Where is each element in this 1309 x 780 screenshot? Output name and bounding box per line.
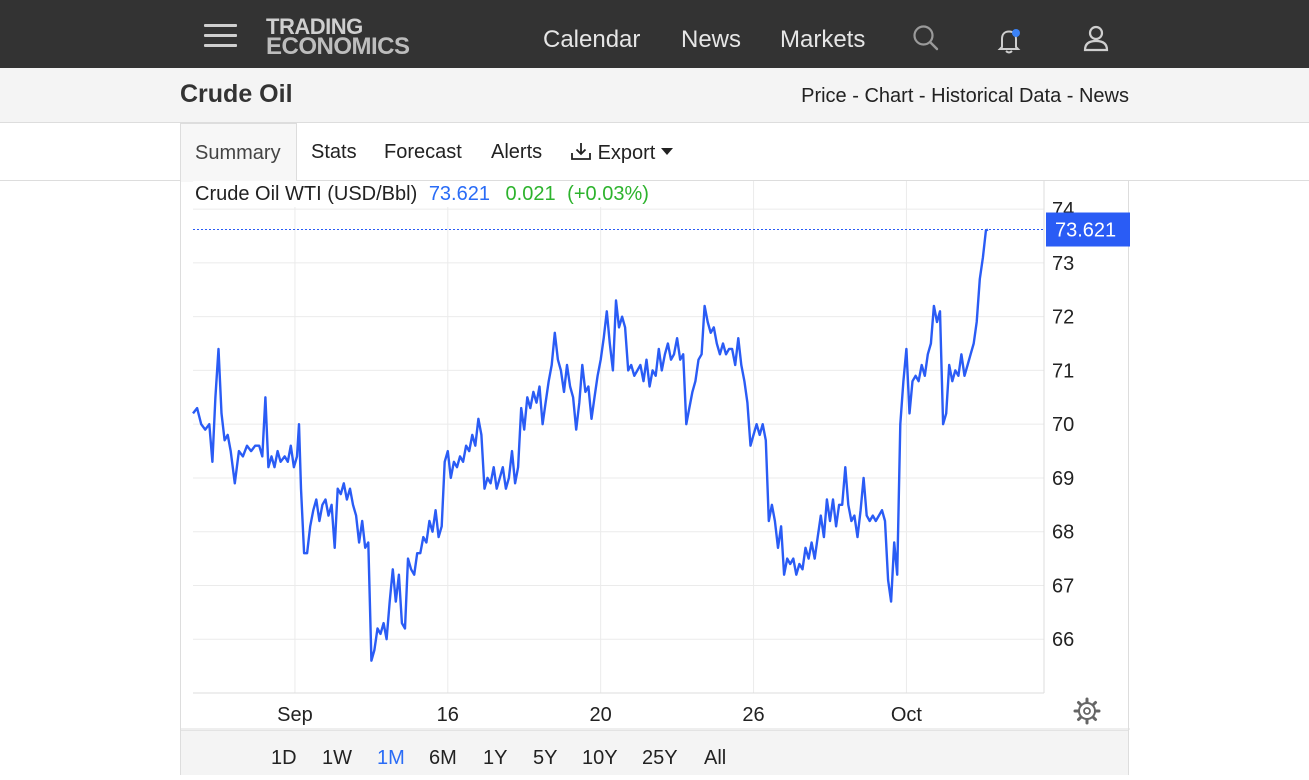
- gear-icon[interactable]: [1073, 697, 1101, 725]
- tab-summary-label: Summary: [195, 142, 281, 164]
- tab-summary[interactable]: Summary: [180, 123, 297, 182]
- nav-calendar[interactable]: Calendar: [543, 26, 641, 53]
- y-tick-label: 66: [1052, 629, 1074, 651]
- range-all[interactable]: All: [704, 747, 727, 769]
- last-price-label: 73.621: [1046, 212, 1130, 247]
- y-tick-label: 67: [1052, 575, 1074, 597]
- svg-text:Crude Oil WTI (USD/Bbl): Crude Oil WTI (USD/Bbl) 73.621 0.021 (+0…: [195, 183, 649, 205]
- crumb-price[interactable]: Price: [801, 85, 847, 107]
- y-tick-label: 71: [1052, 360, 1074, 382]
- svg-text:73.621: 73.621: [1055, 220, 1116, 242]
- page-title: Crude Oil: [180, 80, 293, 108]
- tab-alerts[interactable]: Alerts: [491, 141, 543, 163]
- series-line: [192, 228, 989, 662]
- crumb-separator: -: [913, 85, 932, 107]
- tab-export-label: Export: [597, 142, 656, 164]
- search-icon[interactable]: [912, 24, 940, 57]
- y-tick-label: 73: [1052, 253, 1074, 275]
- x-tick-label: Sep: [277, 704, 313, 726]
- download-icon: [571, 143, 591, 160]
- range-1d[interactable]: 1D: [271, 747, 297, 769]
- tab-stats[interactable]: Stats: [311, 141, 357, 163]
- breadcrumb: Price - Chart - Historical Data - News: [801, 85, 1129, 108]
- range-1m[interactable]: 1M: [377, 747, 405, 769]
- x-tick-label: 16: [437, 704, 459, 726]
- tab-export[interactable]: Export: [570, 141, 673, 165]
- quote-change: 0.021: [506, 183, 556, 205]
- range-5y[interactable]: 5Y: [533, 747, 558, 769]
- user-icon[interactable]: [1082, 24, 1110, 57]
- y-tick-label: 68: [1052, 522, 1074, 544]
- quote-change-pct: (+0.03%): [567, 183, 649, 205]
- crumb-news[interactable]: News: [1078, 85, 1129, 107]
- range-1w[interactable]: 1W: [322, 747, 352, 769]
- x-tick-label: Oct: [891, 704, 923, 726]
- range-selector: 1D 1W 1M 6M 1Y 5Y 10Y 25Y All: [181, 730, 1128, 775]
- range-10y[interactable]: 10Y: [582, 747, 618, 769]
- bell-icon[interactable]: [995, 27, 1023, 60]
- crumb-chart[interactable]: Chart: [864, 85, 914, 107]
- crumb-historical-data[interactable]: Historical Data: [931, 85, 1062, 107]
- x-tick-label: 26: [742, 704, 764, 726]
- range-6m[interactable]: 6M: [429, 747, 457, 769]
- range-25y[interactable]: 25Y: [642, 747, 678, 769]
- caret-down-icon: [660, 148, 673, 155]
- logo-line2: ECONOMICS: [266, 33, 410, 60]
- quote-name: Crude Oil WTI (USD/Bbl): [195, 183, 417, 205]
- logo-line1: TRADING: [266, 14, 363, 39]
- y-tick-label: 70: [1052, 414, 1074, 436]
- range-1y[interactable]: 1Y: [483, 747, 508, 769]
- menu-icon[interactable]: [204, 24, 237, 48]
- y-tick-label: 69: [1052, 468, 1074, 490]
- nav-markets[interactable]: Markets: [780, 26, 866, 53]
- top-navbar: TRADING ECONOMICS Calendar News Markets: [0, 0, 1309, 68]
- crumb-separator: -: [846, 85, 865, 107]
- price-chart[interactable]: Sep 16 20 26 Oct 74 73 72 71 70 69 68 67 66 73.621 C…: [180, 181, 1130, 775]
- tab-forecast[interactable]: Forecast: [384, 141, 462, 163]
- nav-news[interactable]: News: [681, 26, 742, 53]
- page-header: Crude Oil Price - Chart - Historical Dat…: [0, 68, 1309, 123]
- site-logo[interactable]: TRADING ECONOMICS: [266, 14, 410, 60]
- tab-bar: Summary Stats Forecast Alerts Export: [0, 123, 1309, 182]
- crumb-separator: -: [1061, 85, 1079, 107]
- y-tick-label: 72: [1052, 307, 1074, 329]
- x-tick-label: 20: [590, 704, 612, 726]
- quote-price: 73.621: [429, 183, 490, 205]
